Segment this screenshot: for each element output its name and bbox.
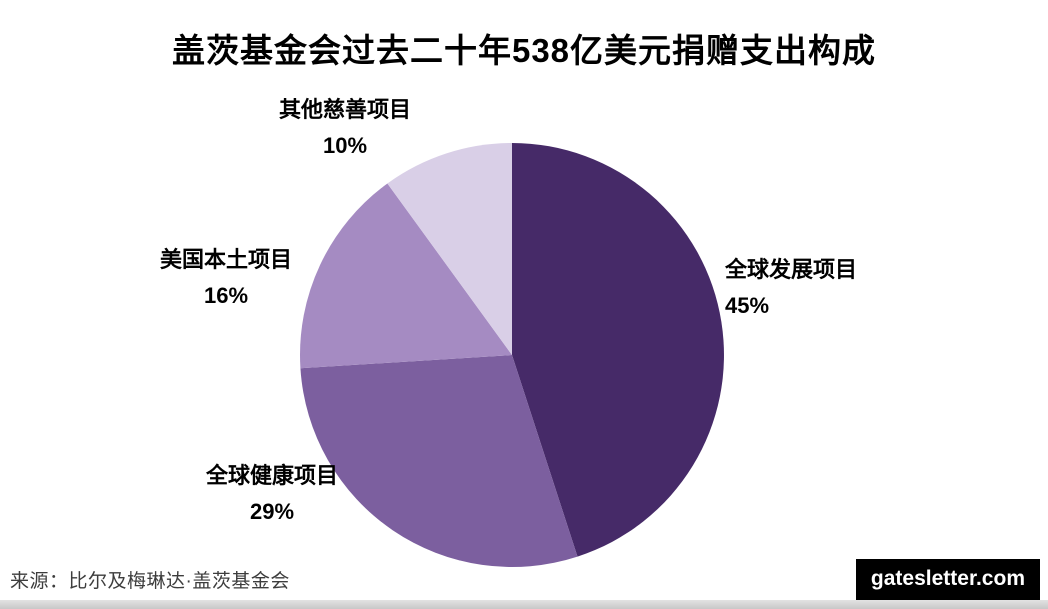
slice-percent-text: 10%: [322, 133, 368, 158]
source-attribution: 来源：比尔及梅琳达·盖茨基金会: [10, 571, 290, 592]
slice-label-global-health: 全球健康项目 29%: [172, 458, 372, 530]
slice-label-global-development: 全球发展项目 45%: [725, 252, 945, 324]
pie-slice-1: [300, 355, 578, 567]
chart-title: 盖茨基金会过去二十年538亿美元捐赠支出构成: [171, 32, 877, 69]
slice-label-text: 全球健康项目: [205, 463, 338, 488]
slice-percent-text: 45%: [725, 293, 770, 318]
slice-percent-text: 29%: [249, 499, 295, 524]
pie-slice-2: [300, 183, 512, 369]
slice-percent-text: 16%: [203, 283, 249, 308]
pie-slice-0: [512, 143, 724, 557]
slice-label-text: 全球发展项目: [725, 257, 858, 282]
slice-label-text: 美国本土项目: [159, 247, 292, 272]
pie-slice-3: [387, 143, 512, 355]
pie-chart: [300, 143, 724, 567]
slice-label-text: 其他慈善项目: [278, 97, 411, 122]
slice-label-other-charity: 其他慈善项目 10%: [245, 92, 445, 164]
pie-chart-area: [299, 142, 725, 568]
slice-label-us-programs: 美国本土项目 16%: [126, 242, 326, 314]
bottom-divider: [0, 600, 1048, 609]
brand-badge: gatesletter.com: [855, 559, 1040, 600]
